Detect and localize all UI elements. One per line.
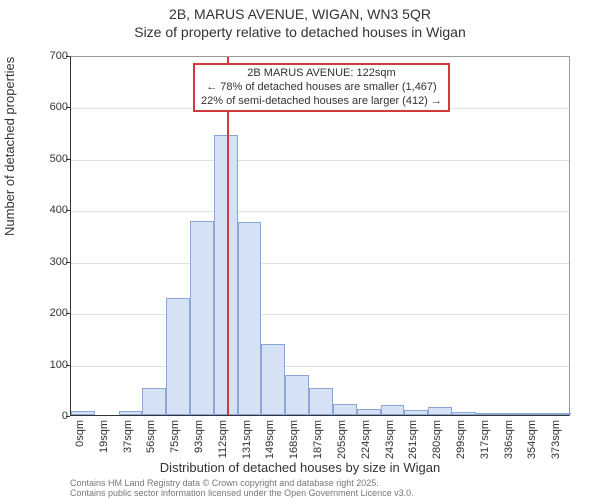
x-tick-label: 0sqm bbox=[74, 420, 86, 470]
x-tick-label: 261sqm bbox=[407, 420, 419, 470]
histogram-bar bbox=[119, 411, 143, 415]
histogram-bar bbox=[357, 409, 381, 415]
y-tick-mark bbox=[66, 210, 70, 211]
gridline bbox=[71, 211, 569, 212]
x-tick-label: 317sqm bbox=[479, 420, 491, 470]
y-tick-label: 100 bbox=[44, 359, 68, 371]
y-tick-label: 0 bbox=[44, 410, 68, 422]
x-tick-label: 149sqm bbox=[264, 420, 276, 470]
y-tick-label: 600 bbox=[44, 101, 68, 113]
footer-line1: Contains HM Land Registry data © Crown c… bbox=[70, 478, 414, 488]
marker-annotation: 2B MARUS AVENUE: 122sqm← 78% of detached… bbox=[193, 63, 450, 112]
y-tick-mark bbox=[66, 159, 70, 160]
y-tick-mark bbox=[66, 365, 70, 366]
gridline bbox=[71, 366, 569, 367]
annotation-line1: 2B MARUS AVENUE: 122sqm bbox=[201, 67, 442, 81]
gridline bbox=[71, 160, 569, 161]
x-tick-label: 37sqm bbox=[122, 420, 134, 470]
x-tick-label: 19sqm bbox=[98, 420, 110, 470]
y-tick-label: 400 bbox=[44, 204, 68, 216]
y-tick-label: 300 bbox=[44, 256, 68, 268]
y-tick-label: 500 bbox=[44, 153, 68, 165]
histogram-bar bbox=[238, 222, 262, 415]
annotation-line2: ← 78% of detached houses are smaller (1,… bbox=[201, 81, 442, 95]
x-tick-label: 93sqm bbox=[193, 420, 205, 470]
y-tick-mark bbox=[66, 107, 70, 108]
histogram-bar bbox=[261, 344, 285, 415]
footer-attribution: Contains HM Land Registry data © Crown c… bbox=[70, 478, 414, 499]
histogram-bar bbox=[142, 388, 166, 415]
histogram-bar bbox=[500, 413, 524, 415]
x-tick-label: 354sqm bbox=[526, 420, 538, 470]
x-tick-label: 280sqm bbox=[431, 420, 443, 470]
y-tick-mark bbox=[66, 313, 70, 314]
y-axis-label: Number of detached properties bbox=[2, 57, 17, 236]
histogram-bar bbox=[309, 388, 333, 415]
x-tick-label: 373sqm bbox=[550, 420, 562, 470]
x-tick-label: 56sqm bbox=[145, 420, 157, 470]
histogram-bar bbox=[476, 413, 500, 415]
annotation-line3: 22% of semi-detached houses are larger (… bbox=[201, 95, 442, 109]
histogram-bar bbox=[547, 413, 571, 415]
x-tick-label: 299sqm bbox=[455, 420, 467, 470]
y-tick-mark bbox=[66, 416, 70, 417]
x-tick-label: 112sqm bbox=[217, 420, 229, 470]
x-tick-label: 336sqm bbox=[503, 420, 515, 470]
histogram-bar bbox=[452, 412, 476, 415]
histogram-chart: 2B MARUS AVENUE: 122sqm← 78% of detached… bbox=[70, 56, 570, 416]
y-tick-label: 700 bbox=[44, 50, 68, 62]
footer-line2: Contains public sector information licen… bbox=[70, 488, 414, 498]
histogram-bar bbox=[285, 375, 309, 415]
y-tick-label: 200 bbox=[44, 307, 68, 319]
x-tick-label: 168sqm bbox=[288, 420, 300, 470]
histogram-bar bbox=[71, 411, 95, 415]
x-tick-label: 75sqm bbox=[169, 420, 181, 470]
x-tick-label: 205sqm bbox=[336, 420, 348, 470]
y-tick-mark bbox=[66, 262, 70, 263]
histogram-bar bbox=[166, 298, 190, 415]
title-line2: Size of property relative to detached ho… bbox=[0, 24, 600, 40]
histogram-bar bbox=[523, 413, 547, 415]
histogram-bar bbox=[333, 404, 357, 415]
x-tick-label: 243sqm bbox=[384, 420, 396, 470]
gridline bbox=[71, 263, 569, 264]
histogram-bar bbox=[190, 221, 214, 415]
x-tick-label: 224sqm bbox=[360, 420, 372, 470]
histogram-bar bbox=[428, 407, 452, 415]
histogram-bar bbox=[404, 410, 428, 415]
chart-title-block: 2B, MARUS AVENUE, WIGAN, WN3 5QR Size of… bbox=[0, 0, 600, 40]
title-line1: 2B, MARUS AVENUE, WIGAN, WN3 5QR bbox=[0, 6, 600, 22]
y-tick-mark bbox=[66, 56, 70, 57]
x-tick-label: 187sqm bbox=[312, 420, 324, 470]
x-tick-label: 131sqm bbox=[241, 420, 253, 470]
gridline bbox=[71, 314, 569, 315]
histogram-bar bbox=[381, 405, 405, 415]
